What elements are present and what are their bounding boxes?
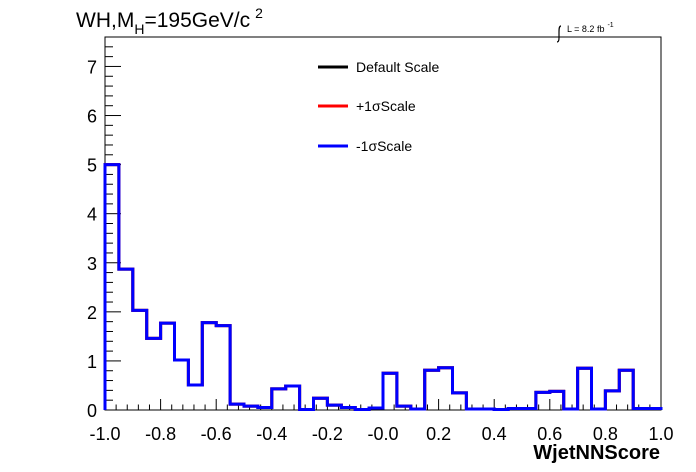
title-rest: =195GeV/c [144, 9, 250, 32]
x-tick-label: -0.6 [201, 424, 232, 444]
x-tick-label: 1.0 [648, 424, 673, 444]
x-axis-title: WjetNNScore [533, 442, 660, 464]
integral-sign [556, 25, 562, 43]
legend-label-plus: +1σScale [356, 98, 416, 114]
chart-title: WH,MH=195GeV/c 2 [76, 5, 263, 37]
svg-text:L = 8.2 fb-1: L = 8.2 fb -1 [567, 22, 614, 34]
y-tick-label: 0 [87, 401, 97, 421]
x-tick-label: 0.4 [482, 424, 507, 444]
lumi-main: L = 8.2 fb [567, 24, 604, 34]
title-subscript: H [134, 21, 144, 37]
y-tick-label: 7 [87, 57, 97, 77]
title-main: WH,M [76, 9, 134, 32]
y-tick-label: 4 [87, 205, 97, 225]
x-tick-label: -1.0 [89, 424, 120, 444]
legend-label-minus: -1σScale [356, 138, 412, 154]
x-tick-label: 0.2 [426, 424, 451, 444]
title-superscript: 2 [255, 5, 263, 21]
series-layer [103, 163, 663, 412]
lumi-sup: -1 [607, 22, 613, 29]
legend: Default Scale +1σScale -1σScale [318, 59, 439, 154]
y-axis-tick-labels: 0 1 2 3 4 5 6 7 [87, 57, 97, 421]
y-tick-label: 2 [87, 303, 97, 323]
x-tick-label: 0.6 [537, 424, 562, 444]
x-tick-label: -0.0 [367, 424, 398, 444]
y-tick-label: 6 [87, 107, 97, 127]
y-tick-label: 3 [87, 254, 97, 274]
plot-frame [104, 36, 662, 411]
x-tick-label: -0.4 [256, 424, 287, 444]
x-tick-label: -0.2 [312, 424, 343, 444]
x-tick-label: 0.8 [593, 424, 618, 444]
y-tick-label: 5 [87, 156, 97, 176]
x-tick-label: -0.8 [145, 424, 176, 444]
legend-label-default: Default Scale [356, 59, 439, 75]
luminosity-label: L = 8.2 fb -1 [556, 22, 614, 43]
x-axis-tick-labels: -1.0 -0.8 -0.6 -0.4 -0.2 -0.0 0.2 0.4 0.6 0.8 1.0 [89, 424, 673, 444]
histogram-series-minus-1sigma [103, 163, 663, 412]
y-tick-label: 1 [87, 352, 97, 372]
